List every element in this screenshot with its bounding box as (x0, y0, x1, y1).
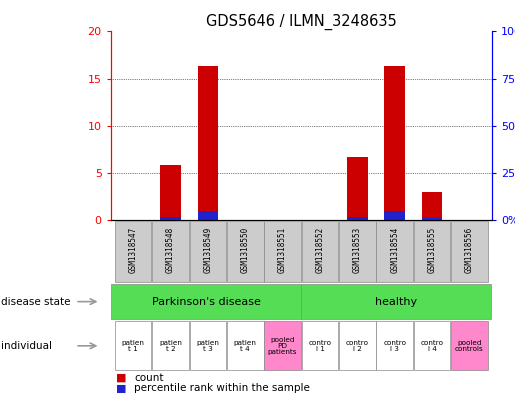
Text: pooled
controls: pooled controls (455, 340, 484, 352)
Text: individual: individual (1, 341, 52, 351)
Bar (376, 321, 413, 370)
Bar (198, 211, 218, 220)
Bar (115, 321, 151, 370)
Bar (198, 66, 218, 220)
Text: patien
t 2: patien t 2 (159, 340, 182, 352)
Bar (190, 321, 226, 370)
Bar (347, 157, 368, 220)
Text: GSM1318548: GSM1318548 (166, 227, 175, 274)
Text: pooled
PD
patients: pooled PD patients (268, 337, 297, 355)
Bar (152, 321, 189, 370)
Bar (451, 221, 488, 282)
Bar (422, 218, 442, 220)
Text: Parkinson's disease: Parkinson's disease (152, 297, 261, 307)
Text: GSM1318553: GSM1318553 (353, 227, 362, 274)
Bar (339, 221, 375, 282)
Bar (414, 221, 450, 282)
Bar (376, 221, 413, 282)
Bar (414, 321, 450, 370)
Bar (301, 285, 491, 319)
Text: contro
l 4: contro l 4 (421, 340, 443, 352)
Text: patien
t 1: patien t 1 (122, 340, 145, 352)
Bar (190, 221, 226, 282)
Bar (227, 221, 264, 282)
Title: GDS5646 / ILMN_3248635: GDS5646 / ILMN_3248635 (206, 14, 397, 30)
Bar (302, 221, 338, 282)
Text: patien
t 4: patien t 4 (234, 340, 256, 352)
Text: contro
l 2: contro l 2 (346, 340, 369, 352)
Bar (264, 221, 301, 282)
Text: GSM1318552: GSM1318552 (316, 227, 324, 274)
Text: GSM1318550: GSM1318550 (241, 227, 250, 274)
Text: percentile rank within the sample: percentile rank within the sample (134, 383, 310, 393)
Bar (302, 321, 338, 370)
Text: GSM1318555: GSM1318555 (427, 227, 437, 274)
Bar (339, 321, 375, 370)
Text: ■: ■ (116, 383, 126, 393)
Text: GSM1318554: GSM1318554 (390, 227, 399, 274)
Bar (384, 211, 405, 220)
Text: GSM1318549: GSM1318549 (203, 227, 212, 274)
Text: GSM1318551: GSM1318551 (278, 227, 287, 274)
Text: healthy: healthy (375, 297, 418, 307)
Text: contro
l 3: contro l 3 (383, 340, 406, 352)
Bar (422, 192, 442, 220)
Bar (152, 221, 189, 282)
Bar (227, 321, 264, 370)
Bar (115, 221, 151, 282)
Text: count: count (134, 373, 163, 383)
Bar (160, 217, 181, 220)
Bar (347, 217, 368, 220)
Text: patien
t 3: patien t 3 (196, 340, 219, 352)
Bar (111, 285, 301, 319)
Bar (384, 66, 405, 220)
Text: disease state: disease state (1, 297, 70, 307)
Text: GSM1318556: GSM1318556 (465, 227, 474, 274)
Bar (160, 165, 181, 220)
Text: ■: ■ (116, 373, 126, 383)
Bar (451, 321, 488, 370)
Text: contro
l 1: contro l 1 (308, 340, 332, 352)
Bar (264, 321, 301, 370)
Text: GSM1318547: GSM1318547 (129, 227, 138, 274)
